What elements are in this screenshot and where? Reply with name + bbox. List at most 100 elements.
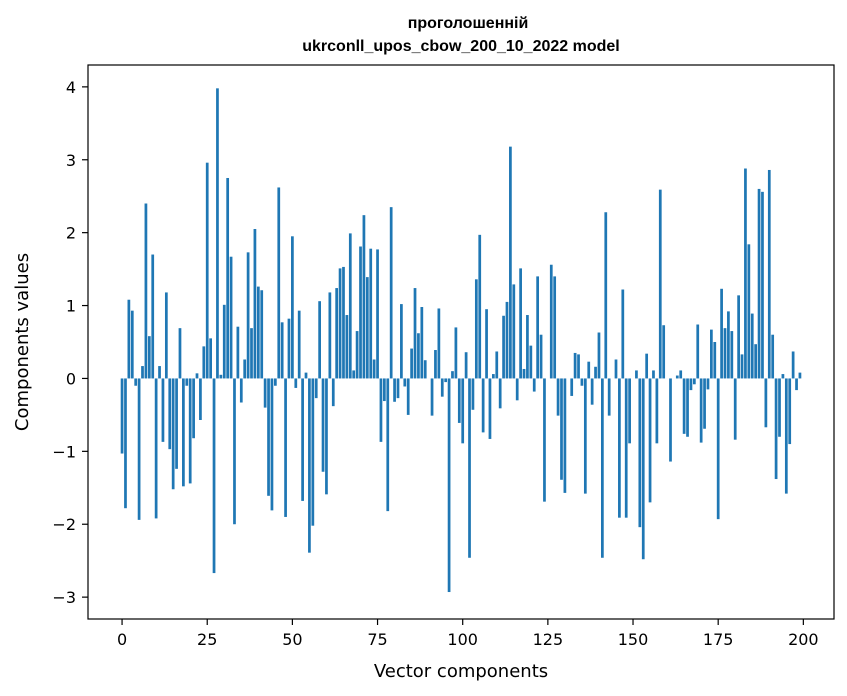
bar-43: [267, 378, 270, 496]
bar-112: [502, 315, 505, 379]
bar-47: [280, 322, 284, 379]
x-tick-label: 125: [533, 630, 564, 649]
bar-37: [246, 252, 250, 379]
bar-197: [791, 351, 795, 379]
bar-71: [362, 215, 366, 379]
bar-18: [182, 378, 185, 487]
bar-113: [505, 301, 509, 379]
bar-124: [543, 378, 546, 502]
bar-154: [645, 353, 649, 379]
bar-158: [658, 189, 662, 379]
bar-28: [216, 88, 219, 379]
bar-72: [365, 277, 369, 379]
bar-161: [669, 378, 672, 462]
x-axis-ticks: 0 25 50 75 100 125 150 175 200: [117, 619, 819, 649]
x-tick-label: 50: [282, 630, 302, 649]
bar-96: [447, 378, 451, 593]
bar-184: [747, 244, 751, 379]
bar-145: [614, 359, 618, 379]
x-tick-label: 0: [117, 630, 127, 649]
chart-title-line1: проголошенній: [408, 15, 529, 32]
bar-189: [764, 378, 768, 428]
bar-129: [560, 378, 563, 480]
bar-88: [420, 307, 424, 379]
bar-12: [161, 378, 165, 442]
bar-195: [784, 378, 788, 494]
bar-140: [597, 332, 601, 379]
y-tick-label: 3: [66, 151, 76, 170]
y-tick-label: −2: [52, 515, 76, 534]
bar-11: [158, 366, 161, 379]
bar-62: [331, 378, 335, 407]
bar-120: [529, 345, 533, 379]
bar-134: [577, 354, 580, 379]
bar-118: [522, 368, 526, 379]
bar-170: [699, 378, 703, 443]
bar-76: [379, 378, 383, 442]
bar-117: [519, 268, 522, 379]
bar-81: [396, 378, 400, 399]
bar-84: [406, 378, 410, 415]
bar-137: [587, 361, 591, 379]
bar-51: [294, 378, 298, 388]
bar-77: [382, 378, 386, 402]
bar-40: [256, 286, 260, 379]
bar-153: [641, 378, 645, 560]
bar-35: [239, 378, 243, 403]
bar-133: [573, 352, 577, 379]
bar-74: [372, 359, 376, 379]
x-tick-label: 175: [703, 630, 734, 649]
bar-122: [536, 276, 540, 379]
bar-106: [481, 378, 485, 433]
bar-99: [457, 378, 461, 423]
bar-172: [706, 378, 710, 390]
bar-93: [437, 308, 441, 379]
bar-68: [352, 370, 356, 379]
x-tick-label: 100: [447, 630, 478, 649]
bar-36: [243, 359, 247, 379]
bar-148: [624, 378, 628, 518]
bar-3: [130, 310, 134, 379]
bar-44: [270, 378, 274, 511]
bar-22: [195, 373, 199, 379]
bar-58: [318, 301, 321, 379]
bar-165: [682, 378, 686, 434]
bar-105: [478, 234, 482, 379]
bar-29: [219, 374, 223, 379]
bar-55: [308, 378, 311, 553]
y-axis-label: Components values: [12, 253, 33, 431]
bar-23: [199, 378, 202, 420]
bar-42: [263, 378, 267, 408]
bar-183: [744, 168, 747, 379]
bar-13: [164, 292, 168, 379]
bar-126: [549, 264, 553, 379]
bar-192: [774, 378, 778, 480]
bar-57: [314, 378, 318, 399]
bar-34: [236, 326, 240, 379]
bar-27: [212, 378, 216, 574]
bar-116: [515, 378, 519, 401]
x-tick-label: 75: [367, 630, 387, 649]
bar-98: [454, 327, 458, 379]
bar-86: [413, 288, 417, 379]
bar-38: [250, 328, 253, 379]
bar-164: [679, 370, 683, 379]
bar-5: [137, 378, 141, 520]
bar-103: [471, 378, 475, 410]
bar-56: [311, 378, 315, 526]
bar-30: [222, 304, 226, 379]
bar-78: [386, 378, 390, 512]
bar-128: [556, 378, 560, 416]
bar-73: [369, 248, 373, 379]
bar-149: [628, 378, 631, 444]
bar-9: [151, 254, 155, 379]
bar-91: [430, 378, 434, 416]
bar-95: [444, 378, 448, 383]
bars-group: [120, 88, 802, 593]
bar-0: [120, 378, 124, 454]
bar-188: [761, 191, 764, 379]
bar-181: [737, 295, 740, 379]
bar-178: [727, 311, 730, 379]
bar-75: [376, 249, 379, 379]
bar-100: [461, 378, 465, 444]
